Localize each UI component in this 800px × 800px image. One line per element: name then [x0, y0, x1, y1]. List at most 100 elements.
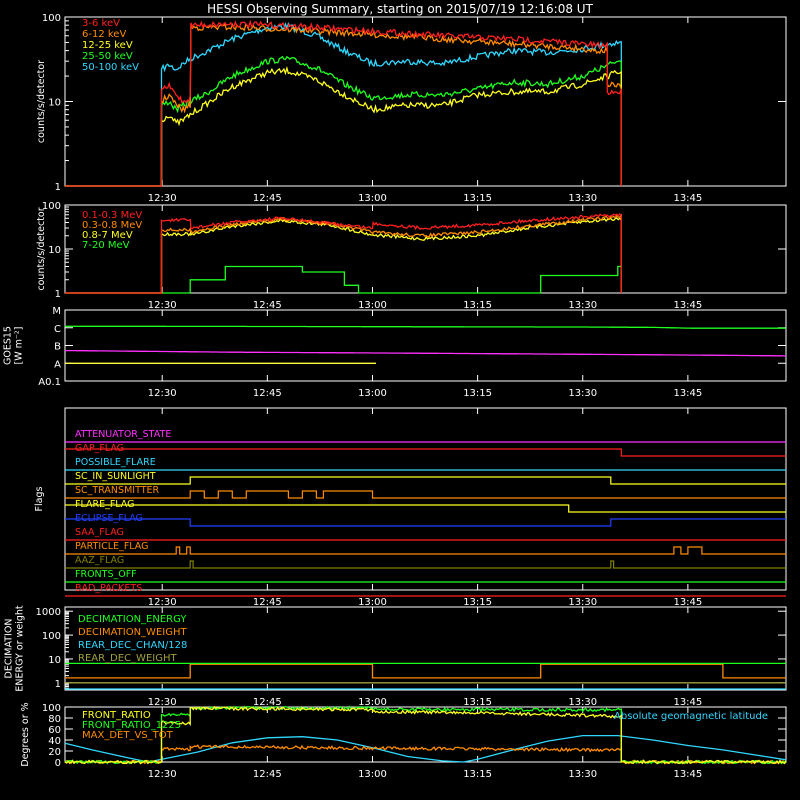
hxr-panel-ytick-label-1: 10 [48, 98, 61, 109]
flags-panel-xtick-label-4: 13:30 [568, 597, 597, 608]
ratio-panel-legend-max-det-vs-tot: MAX_DET_VS_TOT [82, 730, 174, 741]
goes-panel-xtick-label-3: 13:15 [463, 388, 492, 399]
flag-label-particle-flag: PARTICLE_FLAG [75, 541, 148, 552]
hxr-panel-ytick-label-2: 100 [42, 13, 61, 24]
flag-line-flare-flag [65, 504, 786, 513]
gamma-panel-xtick-label-3: 13:15 [463, 300, 492, 311]
gamma-panel-xtick-label-1: 12:45 [253, 300, 282, 311]
goes-panel-ylabel-line-0: GOES15 [3, 326, 14, 365]
decimation-panel-xtick-label-1: 12:45 [253, 697, 282, 708]
decimation-panel-ytick-label-1: 10 [48, 655, 61, 666]
flag-label-sc-in-sunlight: SC_IN_SUNLIGHT [75, 471, 156, 482]
flag-label-possible-flare: POSSIBLE_FLARE [75, 457, 156, 468]
decimation-panel-legend-rear-dec-chan-128: REAR_DEC_CHAN/128 [78, 640, 187, 651]
hxr-panel-ytick-label-0: 1 [55, 182, 61, 193]
gamma-panel-series-7-20-mev [65, 265, 622, 294]
ratio-panel-xtick-label-2: 13:00 [358, 769, 387, 780]
ratio-panel-series-front-ratio-1225 [64, 705, 787, 765]
ratio-panel-ytick-label-3: 60 [48, 725, 61, 736]
ratio-panel-ylabel: Degrees or % [20, 702, 31, 766]
decimation-panel-ylabel-line-1: ENERGY or weight [15, 605, 26, 691]
goes-panel-xtick-label-5: 13:45 [673, 388, 702, 399]
gamma-panel-xtick-label-0: 12:30 [148, 300, 177, 311]
gamma-panel-legend-0-8-7-mev: 0.8-7 MeV [82, 230, 133, 241]
hxr-panel-xtick-label-4: 13:30 [568, 193, 597, 204]
goes-panel-xtick-label-0: 12:30 [148, 388, 177, 399]
hxr-panel-legend-50-100-kev: 50-100 keV [82, 62, 139, 73]
flag-label-attenuator-state: ATTENUATOR_STATE [75, 429, 171, 440]
ratio-panel-ytick-label-2: 40 [48, 736, 61, 747]
ratio-panel-ytick-label-5: 100 [42, 703, 61, 714]
flag-line-sc-transmitter [65, 490, 786, 499]
flags-panel-xtick-label-3: 13:15 [463, 597, 492, 608]
gamma-panel-legend-7-20-mev: 7-20 MeV [82, 240, 130, 251]
flag-label-sc-transmitter: SC_TRANSMITTER [75, 485, 160, 496]
ratio-panel-frame [64, 706, 787, 763]
hxr-panel-legend-25-50-kev: 25-50 keV [82, 51, 133, 62]
decimation-panel-ytick-label-2: 100 [42, 631, 61, 642]
decimation-panel-ylabel: DECIMATION ENERGY or weight [4, 605, 26, 691]
flag-line-eclipse-flag [65, 518, 786, 527]
gamma-panel-xtick-label-4: 13:30 [568, 300, 597, 311]
flag-line-sc-in-sunlight [65, 476, 786, 485]
gamma-panel-ylabel-line-0: counts/s/detector [36, 207, 47, 290]
flag-label-bad-packets: BAD_PACKETS [75, 583, 142, 594]
ratio-panel-series-front-ratio [64, 705, 787, 765]
hxr-panel-xtick-label-5: 13:45 [673, 193, 702, 204]
goes-panel-xtick-label-1: 12:45 [253, 388, 282, 399]
goes-panel-series-goes-long [64, 349, 786, 357]
ratio-panel-xtick-label-0: 12:30 [148, 769, 177, 780]
flags-panel-ylabel-line-0: Flags [34, 486, 45, 511]
flags-panel-frame [64, 407, 787, 591]
ratio-panel-xtick-label-4: 13:30 [568, 769, 597, 780]
decimation-panel-xtick-label-5: 13:45 [673, 697, 702, 708]
hxr-panel-legend-3-6-kev: 3-6 keV [82, 18, 120, 29]
flag-label-aaz-flag: AAZ_FLAG [75, 555, 124, 566]
hxr-panel-xtick-label-0: 12:30 [148, 193, 177, 204]
hxr-panel-legend-6-12-kev: 6-12 keV [82, 29, 126, 40]
goes-panel-ylabel: GOES15 [W m⁻²] [3, 326, 25, 365]
decimation-panel-series-decimation-weight [65, 663, 786, 679]
gamma-panel-ylabel: counts/s/detector [36, 207, 47, 290]
hxr-panel-ylabel: counts/s/detector [36, 60, 47, 143]
goes-panel-ytick-label-2: B [54, 342, 61, 353]
decimation-panel-legend-decimation-energy: DECIMATION_ENERGY [78, 614, 187, 625]
decimation-panel-legend-decimation-weight: DECIMATION_WEIGHT [78, 627, 187, 638]
gamma-panel-series-0-1-0-3-mev [65, 213, 622, 294]
decimation-panel-frame [64, 606, 787, 691]
gamma-panel-ytick-label-0: 1 [55, 289, 61, 300]
goes-panel-series-goes-short [65, 325, 786, 329]
hxr-panel-xtick-label-2: 13:00 [358, 193, 387, 204]
hxr-panel-ylabel-line-0: counts/s/detector [36, 60, 47, 143]
ratio-panel-series-absolute-geomagnetic-latitude [64, 734, 787, 763]
hxr-panel-series-3-6-kev [65, 19, 622, 187]
ratio-panel-ytick-label-0: 0 [55, 758, 61, 769]
flags-panel-xtick-label-0: 12:30 [148, 597, 177, 608]
decimation-panel-legend-rear-dec-weight: REAR_DEC_WEIGHT [78, 653, 177, 664]
flags-panel-ylabel: Flags [34, 486, 45, 511]
goes-panel-ytick-label-3: C [54, 324, 61, 335]
ratio-panel-xtick-label-5: 13:45 [673, 769, 702, 780]
flag-label-saa-flag: SAA_FLAG [75, 527, 124, 538]
decimation-panel-xtick-label-0: 12:30 [148, 697, 177, 708]
ratio-panel-ytick-label-1: 20 [48, 747, 61, 758]
hxr-panel-xtick-label-3: 13:15 [463, 193, 492, 204]
ratio-annotation-geomagnetic: Absolute geomagnetic latitude [614, 711, 768, 722]
flags-panel-xtick-label-2: 13:00 [358, 597, 387, 608]
decimation-panel-xtick-label-3: 13:15 [463, 697, 492, 708]
ratio-panel-legend-front-ratio-1225: FRONT_RATIO_1225 [82, 720, 181, 731]
decimation-panel-ytick-label-0: 1 [55, 679, 61, 690]
flag-label-fronts-off: FRONTS_OFF [75, 569, 137, 580]
gamma-panel-ytick-label-2: 100 [42, 201, 61, 212]
goes-panel-ytick-label-1: A [54, 359, 61, 370]
gamma-panel-xtick-label-5: 13:45 [673, 300, 702, 311]
decimation-panel-ytick-label-3: 1000 [36, 607, 61, 618]
decimation-panel-ylabel-line-0: DECIMATION [4, 619, 15, 679]
flag-line-gap-flag [65, 448, 786, 457]
flag-line-particle-flag [65, 546, 786, 555]
goes-panel-ylabel-line-1: [W m⁻²] [14, 327, 25, 365]
flag-line-aaz-flag [65, 560, 786, 569]
goes-panel-xtick-label-2: 13:00 [358, 388, 387, 399]
